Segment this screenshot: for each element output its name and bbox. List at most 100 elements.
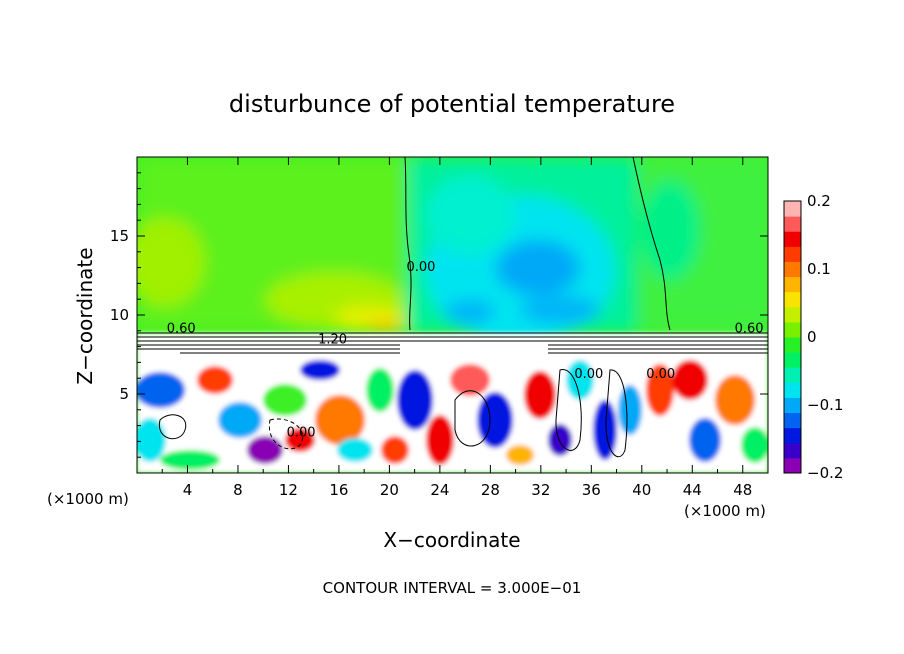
colorbar-swatch — [784, 216, 801, 232]
contour-interval: CONTOUR INTERVAL = 3.000E−01 — [323, 579, 582, 597]
y-tick-label: 15 — [110, 227, 129, 245]
y-tick-label: 5 — [119, 385, 129, 403]
blob — [618, 385, 642, 435]
colorbar-tick-label: −0.1 — [807, 396, 843, 414]
colorbar-swatch — [784, 427, 801, 444]
x-tick-label: 24 — [430, 481, 449, 499]
blob — [689, 418, 721, 462]
blob — [672, 360, 708, 400]
blob — [506, 445, 534, 465]
colorbar-frame — [783, 200, 802, 474]
contour-loop — [605, 369, 628, 458]
colorbar-swatch — [784, 306, 801, 323]
x-unit-right: (×1000 m) — [684, 502, 766, 520]
y-axis: 5 10 15 — [110, 172, 768, 458]
x-tick-label: 16 — [329, 481, 348, 499]
chart-title: disturbunce of potential temperature — [229, 90, 675, 118]
blob — [247, 436, 283, 464]
y-axis-label: Z−coordinate — [73, 247, 97, 384]
colorbar-swatch — [784, 397, 801, 414]
blob — [548, 424, 572, 456]
x-unit-left: (×1000 m) — [47, 490, 129, 508]
x-tick-label: 48 — [733, 481, 752, 499]
blob — [160, 450, 220, 470]
blob — [566, 360, 594, 400]
contour-loop — [454, 390, 491, 447]
region-orange — [367, 320, 403, 332]
blob — [197, 366, 233, 394]
blob — [450, 364, 490, 396]
colorbar-swatch — [784, 201, 801, 217]
blob — [218, 402, 262, 438]
contour-lines — [137, 157, 768, 458]
x-tick-label: 44 — [683, 481, 702, 499]
blob — [715, 375, 755, 425]
x-tick-label: 4 — [183, 481, 193, 499]
region-yellow-green-left — [137, 217, 205, 307]
lower-band-top — [137, 333, 768, 355]
colorbar-swatch — [784, 231, 801, 247]
contour-loop — [158, 414, 187, 440]
x-tick-label: 20 — [380, 481, 399, 499]
colorbar-tick-label: 0 — [807, 328, 817, 346]
contour-zero-left — [404, 157, 412, 331]
contour-loop — [268, 418, 303, 450]
blob — [426, 415, 454, 465]
contour-label: 0.00 — [287, 426, 316, 441]
blob — [524, 371, 556, 419]
x-axis: 4 8 12 16 20 24 28 32 36 40 44 48 — [161, 157, 752, 499]
contour-label: 1.20 — [318, 332, 347, 347]
contour-label: 0.60 — [735, 321, 764, 336]
colorbar-swatch — [784, 337, 801, 353]
contour-zero-right — [632, 157, 671, 331]
region-blue-low — [520, 296, 600, 324]
blob — [646, 364, 674, 416]
plot-area: 0.60 1.20 0.00 0.00 0.00 0.00 0.60 — [137, 157, 768, 473]
colorbar-swatch — [784, 442, 801, 459]
colorbar-swatch — [784, 412, 801, 429]
y-tick-label: 10 — [110, 306, 129, 324]
upper-field — [137, 157, 768, 345]
colorbar-swatch — [784, 367, 801, 383]
x-tick-label: 32 — [531, 481, 550, 499]
colorbar-swatch — [784, 261, 801, 278]
blob — [137, 372, 185, 408]
region-blue-low-left — [445, 300, 495, 324]
colorbar-swatch — [784, 246, 801, 262]
blob — [137, 418, 166, 462]
colorbar-swatch — [784, 276, 801, 293]
region-right-teal — [640, 180, 700, 280]
colorbar-swatch — [784, 352, 801, 368]
contour-labels: 0.60 1.20 0.00 0.00 0.00 0.00 0.60 — [167, 260, 764, 441]
blob — [593, 400, 617, 460]
colorbar-tick-label: 0.1 — [807, 260, 831, 278]
blob — [477, 392, 513, 448]
colorbar-swatch — [784, 321, 801, 338]
x-tick-label: 40 — [632, 481, 651, 499]
blob — [300, 360, 340, 380]
contour-loop — [555, 369, 582, 451]
x-tick-label: 8 — [233, 481, 243, 499]
lower-field — [137, 333, 768, 473]
colorbar-tick-label: 0.2 — [807, 192, 831, 210]
region-blue-core — [496, 240, 580, 296]
x-tick-label: 12 — [279, 481, 298, 499]
contour-label: 0.00 — [646, 367, 675, 382]
contour-label: 0.60 — [167, 321, 196, 336]
colorbar-tick-label: −0.2 — [807, 464, 843, 482]
blob — [337, 438, 373, 462]
blob — [285, 428, 315, 452]
blob — [381, 436, 409, 464]
region-cyan-light — [425, 175, 515, 255]
colorbar-swatch — [784, 382, 801, 398]
colorbar: 0.2 0.1 0 −0.1 −0.2 — [783, 192, 843, 482]
contour-label: 0.00 — [574, 367, 603, 382]
x-tick-label: 36 — [582, 481, 601, 499]
colorbar-swatch — [784, 291, 801, 308]
blob — [741, 427, 768, 463]
blob — [315, 395, 365, 445]
x-tick-label: 28 — [481, 481, 500, 499]
blob — [397, 370, 433, 430]
blob — [263, 384, 307, 416]
